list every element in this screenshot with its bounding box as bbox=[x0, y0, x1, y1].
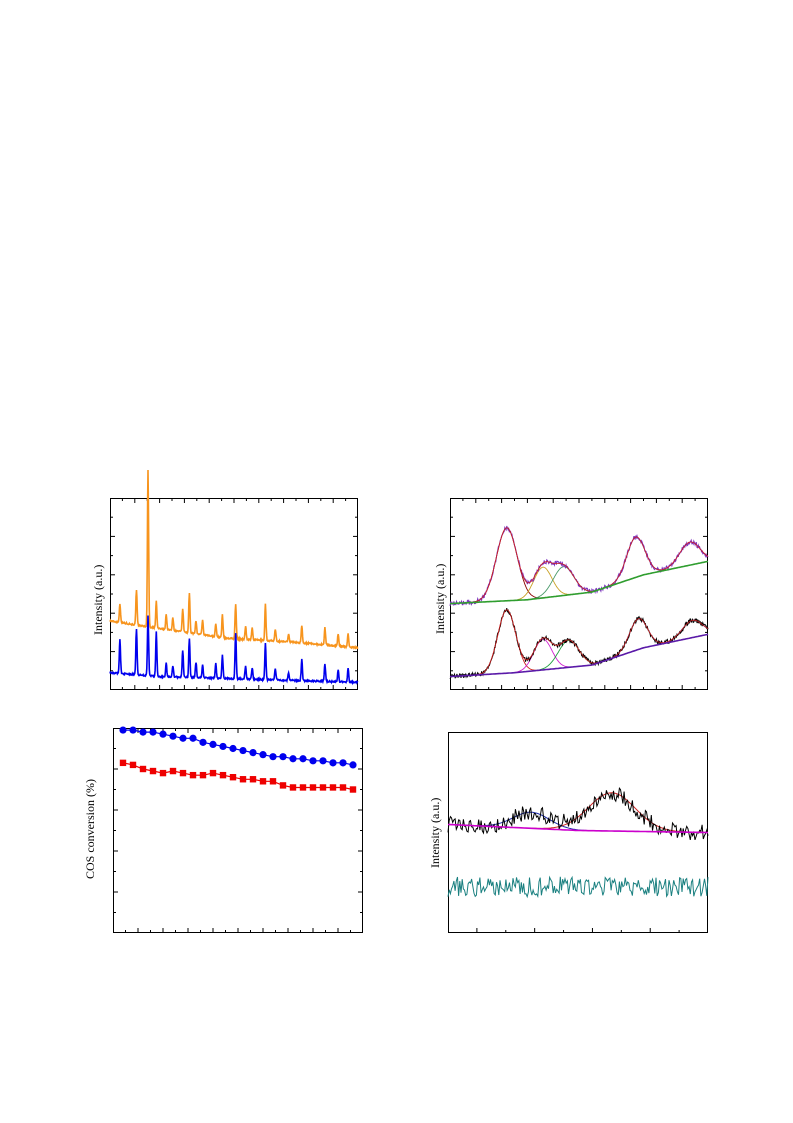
cos-series-2-point bbox=[209, 769, 217, 777]
cos-series-1-point bbox=[169, 732, 177, 740]
cos-series-1-point bbox=[239, 746, 247, 755]
xps-spectrum-2-component-4 bbox=[449, 618, 709, 678]
cos-series-1-point bbox=[159, 730, 167, 738]
xps-spectrum-2-data bbox=[449, 608, 709, 680]
xrd-plot bbox=[109, 469, 359, 690]
xrd-series-2-line bbox=[109, 615, 359, 686]
cos-series-2-point bbox=[159, 769, 167, 777]
cos-conversion-chart bbox=[113, 726, 363, 933]
cos-series-2-point bbox=[229, 774, 237, 781]
xrd-y-axis-label: Intensity (a.u.) bbox=[91, 564, 105, 635]
xps-spectrum-1-background bbox=[449, 560, 709, 605]
cos-series-1-point bbox=[119, 726, 127, 734]
cos-series-1-point bbox=[309, 757, 317, 765]
xps-y-axis-label: Intensity (a.u.) bbox=[433, 563, 447, 634]
xrd-chart bbox=[109, 469, 359, 690]
cos-series-1-point bbox=[229, 744, 237, 753]
cos-series-1-point bbox=[139, 728, 147, 736]
cos-series-2-point bbox=[309, 784, 317, 791]
xps-spectrum-2-background bbox=[449, 633, 709, 678]
cos-series-2-point bbox=[259, 778, 267, 785]
cos-series-2-point bbox=[219, 771, 227, 779]
xps-spectrum-1-component-3 bbox=[450, 560, 709, 605]
cos-series-2-point bbox=[339, 784, 347, 791]
noise-spectrum-plot bbox=[447, 732, 709, 933]
cos-series-2-point bbox=[169, 767, 177, 775]
cos-series-1-point bbox=[209, 740, 217, 748]
cos-series-1-point bbox=[289, 755, 297, 763]
cos-series-2-point bbox=[239, 776, 247, 783]
cos-series-2-point bbox=[279, 782, 287, 789]
cos-series-1-point bbox=[329, 759, 337, 767]
cos-series-2-point bbox=[319, 784, 327, 791]
cos-series-1-point bbox=[249, 749, 257, 757]
cos-series-1-point bbox=[349, 761, 357, 769]
cos-series-2-point bbox=[329, 784, 337, 791]
noise-tick-marks bbox=[476, 928, 680, 933]
cos-series-2-line bbox=[122, 762, 354, 791]
cos-series-2-point bbox=[129, 761, 137, 769]
cos-series-2-point bbox=[199, 771, 207, 779]
cos-tick-marks bbox=[113, 728, 363, 933]
cos-y-axis-label: COS conversion (%) bbox=[83, 779, 97, 879]
cos-series-2-point bbox=[119, 759, 127, 767]
xps-tick-marks bbox=[450, 498, 708, 690]
cos-series-1-point bbox=[189, 734, 197, 742]
cos-series-1-point bbox=[179, 734, 187, 742]
cos-series-2-point bbox=[189, 771, 197, 779]
cos-series-2-point bbox=[299, 784, 307, 791]
xrd-tick-marks bbox=[110, 498, 358, 690]
xps-spectrum-1-envelope bbox=[450, 527, 709, 604]
noise-spectrum-1-background bbox=[447, 823, 708, 834]
noise-y-axis-label: Intensity (a.u.) bbox=[428, 797, 442, 868]
cos-series-1-point bbox=[219, 742, 227, 751]
cos-series-2-point bbox=[249, 776, 257, 783]
cos-series-1-point bbox=[299, 755, 307, 763]
cos-series-1-point bbox=[269, 753, 277, 761]
cos-series-1-point bbox=[199, 738, 207, 746]
cos-series-1-line bbox=[123, 729, 354, 766]
cos-series-2-point bbox=[269, 778, 277, 785]
cos-series-2-point bbox=[149, 767, 157, 775]
xps-spectrum-1-component-2 bbox=[450, 560, 709, 605]
xps-spectrum-2-component-5 bbox=[449, 619, 709, 678]
xps-spectrum-2-envelope bbox=[449, 609, 709, 677]
xps-plot bbox=[449, 498, 709, 690]
cos-series-2-point bbox=[349, 786, 357, 793]
cos-conversion-plot bbox=[113, 726, 363, 933]
noise-spectrum-chart bbox=[447, 732, 709, 933]
xrd-series-1-line bbox=[109, 469, 359, 650]
cos-series-2-point bbox=[289, 784, 297, 791]
xps-chart bbox=[449, 498, 709, 690]
cos-series-1-point bbox=[129, 726, 137, 734]
cos-series-2-point bbox=[179, 769, 187, 777]
cos-series-2-point bbox=[139, 765, 147, 773]
cos-series-1-point bbox=[319, 757, 327, 765]
cos-series-1-point bbox=[259, 751, 267, 759]
cos-series-1-point bbox=[339, 759, 347, 767]
cos-series-1-point bbox=[149, 728, 157, 736]
cos-series-1-point bbox=[279, 753, 287, 761]
noise-spectrum-2-data bbox=[447, 875, 709, 899]
